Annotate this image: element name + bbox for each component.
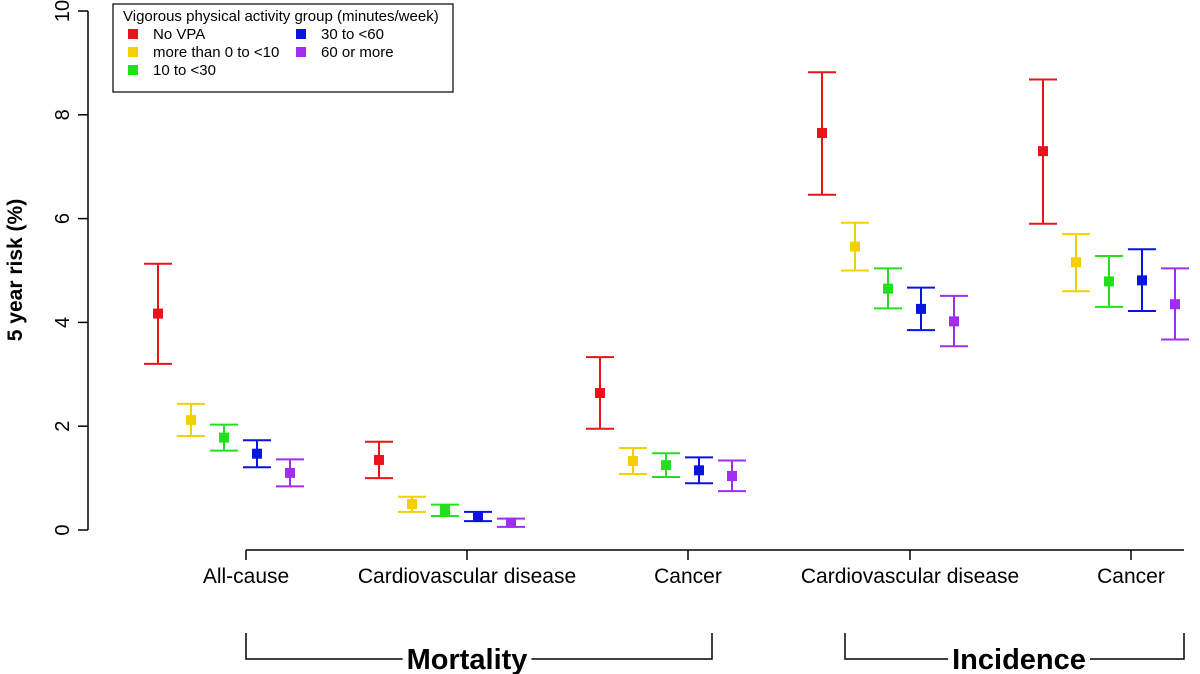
error-bar-point [243,439,271,469]
y-ticks: 0 2 4 6 8 10 [52,0,88,536]
legend-title: Vigorous physical activity group (minute… [123,8,439,25]
group-label: Mortality [407,644,528,674]
data-point [153,308,163,319]
error-bar-point [940,294,968,348]
legend-item: 30 to <60 [296,26,384,43]
error-bar-point [685,456,713,485]
error-bar-point [276,458,304,488]
y-tick-label: 0 [52,524,74,535]
data-point [1071,257,1081,268]
data-point [506,517,516,528]
data-point [694,465,704,476]
data-point [1137,275,1147,286]
error-bar-point [907,286,935,332]
legend-label: 10 to <30 [153,62,216,79]
data-point [252,448,262,459]
legend-item: 60 or more [296,44,394,61]
error-bar-point [177,402,205,438]
group-label: Incidence [952,644,1086,674]
error-bar-point [1128,248,1156,312]
error-bar-point [464,510,492,523]
legend-swatch [128,29,138,39]
data-point [916,303,926,314]
legend-swatch [128,47,138,57]
data-point [628,455,638,466]
data-point [661,460,671,471]
data-point [219,432,229,443]
error-bar-point [497,517,525,528]
error-bar-point [586,356,614,430]
data-point [186,414,196,425]
error-bar-point [431,503,459,517]
error-bar-point [619,446,647,475]
group-bracket-left [245,633,403,660]
data-point [407,499,417,510]
legend-label: 30 to <60 [321,26,384,43]
error-bar-point [841,221,869,272]
error-bar-point [1095,254,1123,308]
data-point [817,127,827,138]
group-bracket-right [1089,633,1185,660]
error-bar-point [1161,267,1189,341]
legend-swatch [296,47,306,57]
data-points [144,71,1189,528]
error-bar-point [398,495,426,513]
legend-item: 10 to <30 [128,62,216,79]
x-ticks: All-cause Cardiovascular disease Cancer Car… [203,550,1165,588]
y-tick-label: 8 [52,109,74,120]
legend-box [112,3,454,93]
error-bar-point [874,267,902,310]
legend-swatch [128,65,138,75]
data-point [374,454,384,465]
data-point [1038,146,1048,157]
x-tick-label: Cardiovascular disease [358,565,576,588]
data-point [949,316,959,327]
data-point [850,241,860,252]
legend-item: No VPA [128,26,205,43]
error-bar-point [365,440,393,480]
data-point [440,505,450,516]
y-tick-label: 4 [52,317,74,328]
y-tick-label: 2 [52,421,74,432]
legend-label: 60 or more [321,44,394,61]
x-tick-label: Cardiovascular disease [801,565,1019,588]
x-axis: All-cause Cardiovascular disease Cancer Car… [203,549,1184,588]
y-axis: 0 2 4 6 8 10 [52,0,89,536]
y-tick-label: 10 [52,0,74,22]
y-axis-label: 5 year risk (%) [4,199,27,341]
x-tick-label: Cancer [1097,565,1165,588]
error-bar-point [1062,233,1090,293]
data-point [1104,276,1114,287]
error-bar-point [652,452,680,479]
data-point [727,471,737,482]
data-point [595,387,605,398]
error-bar-point [144,262,172,365]
y-tick-label: 6 [52,213,74,224]
error-bar-point [210,423,238,452]
legend: Vigorous physical activity group (minute… [112,3,454,93]
legend-swatch [296,29,306,39]
group-brackets: Mortality Incidence [245,633,1185,674]
data-point [883,283,893,294]
error-bar-point [718,459,746,493]
group-bracket-left [844,633,949,660]
legend-label: more than 0 to <10 [153,44,279,61]
error-bar-point [1029,78,1057,225]
data-point [473,511,483,522]
data-point [285,467,295,478]
data-point [1170,299,1180,310]
legend-item: more than 0 to <10 [128,44,279,61]
x-tick-label: All-cause [203,565,289,588]
error-bar-point [808,71,836,196]
group-bracket-right [531,633,713,660]
x-tick-label: Cancer [654,565,722,588]
legend-label: No VPA [153,26,205,43]
